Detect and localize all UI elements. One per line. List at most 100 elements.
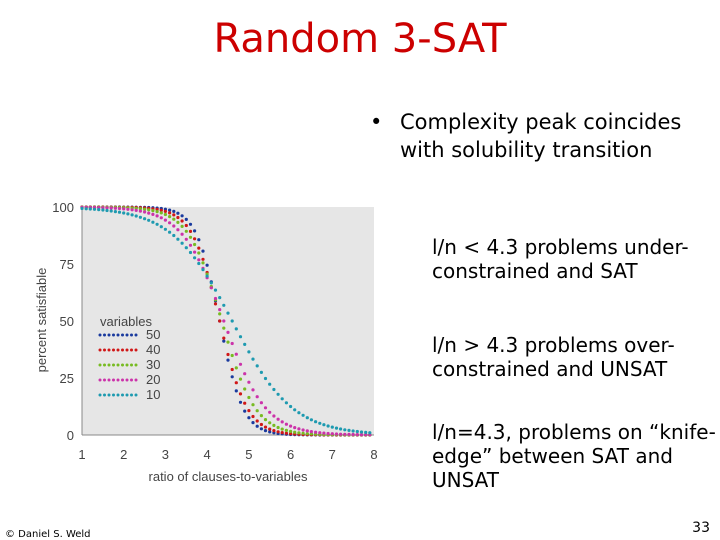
- point-50-41: [251, 421, 255, 425]
- point-10-54: [305, 416, 309, 420]
- point-10-28: [197, 261, 201, 266]
- point-20-19: [159, 216, 163, 220]
- point-20-55: [309, 430, 313, 434]
- point-10-33: [218, 296, 222, 300]
- point-20-62: [339, 432, 343, 436]
- y-tick-3: 75: [60, 257, 74, 272]
- legend-swatch-40: [112, 348, 115, 352]
- y-tick-2: 50: [60, 314, 74, 329]
- point-10-5: [101, 208, 105, 212]
- point-20-34: [222, 319, 226, 323]
- point-10-42: [255, 364, 259, 368]
- point-20-59: [326, 431, 330, 436]
- point-10-49: [284, 401, 288, 405]
- point-40-35: [226, 352, 230, 357]
- legend-swatch-20: [125, 378, 129, 382]
- plot-area: [82, 207, 374, 435]
- point-10-3: [92, 207, 97, 211]
- legend-label-40: 40: [146, 342, 160, 357]
- point-30-20: [163, 212, 167, 217]
- y-tick-4: 100: [52, 200, 74, 215]
- point-40-44: [263, 425, 268, 429]
- point-20-12: [130, 208, 134, 212]
- point-10-47: [276, 392, 280, 396]
- point-20-66: [355, 433, 359, 437]
- point-10-68: [364, 430, 368, 434]
- point-30-39: [243, 387, 247, 391]
- point-50-25: [184, 217, 188, 221]
- legend-swatch-20: [107, 378, 111, 382]
- point-10-1: [84, 207, 88, 211]
- point-20-38: [238, 362, 243, 366]
- x-tick-5: 6: [287, 447, 294, 462]
- point-20-57: [318, 431, 322, 435]
- x-tick-4: 5: [245, 447, 252, 462]
- point-10-62: [339, 427, 343, 431]
- point-30-45: [268, 421, 272, 425]
- point-10-17: [151, 220, 155, 224]
- point-30-26: [188, 235, 193, 239]
- point-40-32: [213, 302, 218, 306]
- legend-swatch-20: [98, 378, 102, 382]
- point-20-65: [351, 432, 355, 437]
- point-20-52: [297, 427, 301, 431]
- point-30-46: [272, 423, 276, 427]
- point-10-64: [347, 428, 351, 432]
- legend-swatch-20: [134, 378, 138, 382]
- legend-swatch-40: [116, 348, 120, 352]
- point-50-40: [247, 416, 251, 420]
- point-20-10: [122, 207, 126, 211]
- legend-swatch-10: [130, 393, 133, 397]
- point-10-43: [259, 370, 263, 374]
- point-20-33: [218, 308, 222, 312]
- sub-bullet-knife-edge: l/n=4.3, problems on “knife-edge” betwee…: [432, 420, 716, 492]
- x-axis-label: ratio of clauses-to-variables: [149, 469, 308, 484]
- point-30-51: [293, 430, 297, 434]
- point-10-8: [113, 210, 117, 214]
- point-10-59: [326, 424, 330, 428]
- point-40-33: [218, 319, 222, 323]
- point-20-35: [226, 330, 230, 334]
- point-10-16: [147, 218, 151, 222]
- legend-swatch-10: [116, 393, 120, 397]
- point-10-4: [97, 208, 101, 212]
- point-30-16: [147, 208, 151, 212]
- legend-swatch-30: [130, 363, 133, 367]
- legend-swatch-30: [112, 363, 115, 367]
- point-10-24: [180, 241, 184, 245]
- legend-swatch-20: [130, 378, 133, 382]
- point-30-29: [201, 261, 205, 265]
- x-tick-3: 4: [204, 447, 211, 462]
- x-tick-2: 3: [162, 447, 169, 462]
- point-30-49: [284, 428, 288, 432]
- point-10-31: [209, 281, 213, 285]
- legend-swatch-10: [112, 393, 115, 397]
- point-10-52: [297, 411, 301, 415]
- point-40-49: [284, 431, 288, 435]
- point-10-45: [268, 382, 272, 386]
- legend-label-10: 10: [146, 387, 160, 402]
- point-10-36: [230, 319, 234, 323]
- point-20-58: [322, 431, 326, 435]
- point-50-44: [263, 429, 268, 433]
- point-20-63: [343, 432, 347, 436]
- point-20-64: [347, 432, 351, 436]
- point-10-35: [226, 311, 230, 315]
- point-30-24: [180, 224, 184, 228]
- point-40-24: [180, 219, 184, 223]
- point-10-37: [234, 327, 238, 331]
- point-10-12: [130, 213, 134, 217]
- point-40-39: [243, 401, 247, 405]
- point-20-26: [188, 243, 193, 247]
- point-30-35: [226, 340, 230, 344]
- point-10-14: [138, 215, 142, 219]
- point-10-50: [289, 404, 293, 409]
- point-20-41: [251, 388, 255, 392]
- point-40-47: [276, 430, 280, 434]
- point-20-45: [268, 410, 272, 414]
- legend-swatch-20: [103, 378, 106, 382]
- point-50-20: [163, 207, 167, 211]
- point-50-22: [172, 209, 176, 213]
- point-20-53: [301, 428, 305, 432]
